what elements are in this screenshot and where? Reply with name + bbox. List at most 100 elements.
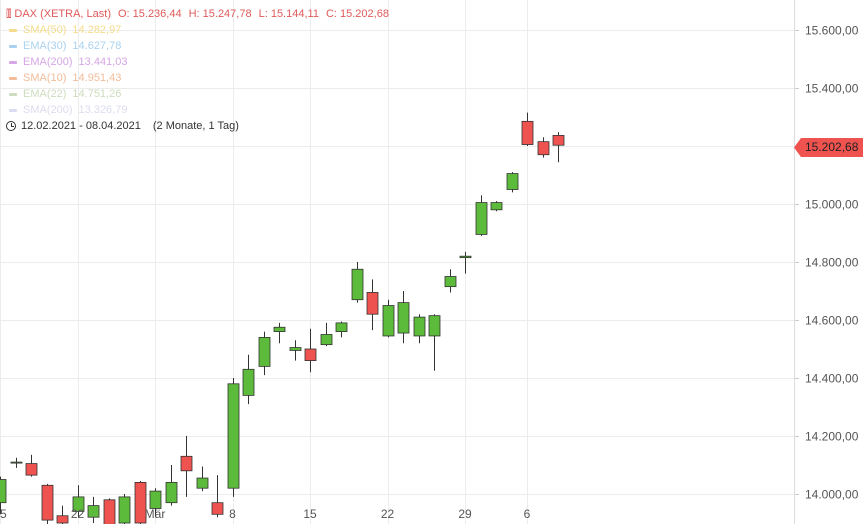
y-axis: 14.000,00 14.200,00 14.400,00 14.600,00 14.8… [794, 0, 859, 524]
candle-body-up [258, 336, 271, 367]
x-tick-label: 15 [303, 507, 317, 521]
x-tick-label: 22 [71, 507, 85, 521]
indicator-value: 14.751,26 [72, 88, 122, 100]
indicator-swatch [9, 92, 17, 96]
candle-body-up [165, 481, 178, 504]
candle-body-up [0, 479, 7, 504]
low-value: L: 15.144,11 [258, 8, 319, 20]
candle [413, 314, 426, 344]
candle [490, 201, 503, 212]
candle-body-up [273, 326, 286, 332]
date-range-dates: 12.02.2021 - 08.04.2021 [21, 120, 141, 132]
indicator-name: SMA(10) [23, 72, 67, 84]
indicator-value: 13.441,03 [78, 56, 128, 68]
candle [335, 321, 348, 338]
candle-body-up [351, 268, 364, 301]
candle [382, 299, 395, 338]
candle-body-up [335, 322, 348, 332]
candle [428, 314, 441, 371]
candle-body-down [521, 120, 534, 145]
x-tick-label: 15 [0, 507, 7, 521]
indicator-name: SMA(50) [23, 24, 67, 36]
indicator-row: EMA(22) 14.751,26 [6, 86, 396, 102]
high-value: H: 15.247,78 [188, 8, 252, 20]
grid-lines [0, 0, 794, 524]
x-axis: 15 22 Mär 8 15 22 29 6 [0, 507, 531, 521]
y-tick-label: 15.000,00 [805, 198, 859, 212]
candle-body-up [118, 496, 131, 524]
x-tick-label: 22 [381, 507, 395, 521]
candle [273, 322, 286, 344]
candle [103, 498, 116, 524]
candle [227, 378, 240, 497]
candle [25, 454, 38, 477]
indicator-row: SMA(50) 14.282,97 [6, 22, 396, 38]
y-tick-label: 15.600,00 [805, 24, 859, 38]
date-range: 12.02.2021 - 08.04.2021 (2 Monate, 1 Tag) [6, 118, 396, 134]
candle [320, 322, 333, 347]
candle-body-down [56, 515, 69, 524]
candle-body-up [196, 477, 209, 489]
indicator-value: 14.282,97 [72, 24, 122, 36]
x-tick-label: 29 [458, 507, 472, 521]
date-range-period: (2 Monate, 1 Tag) [152, 120, 239, 132]
indicator-swatch [9, 44, 17, 48]
indicator-value: 14.951,43 [72, 72, 122, 84]
candle [537, 137, 550, 158]
candle [134, 480, 147, 524]
x-tick-label: 6 [524, 507, 531, 521]
y-tick-label: 14.400,00 [805, 372, 859, 386]
candle-body-up [87, 505, 100, 518]
candle [196, 466, 209, 492]
candle [41, 483, 54, 524]
candle-body-down [134, 481, 147, 524]
indicator-value: 13.326,79 [78, 104, 128, 116]
candle-body-up [428, 315, 441, 337]
last-price-tag: 15.202,68 [794, 138, 864, 157]
indicator-value: 14.627,78 [72, 40, 122, 52]
candle [165, 465, 178, 506]
candle-body-up [397, 302, 410, 334]
candle-body-up [242, 368, 255, 396]
y-tick-label: 15.400,00 [805, 82, 859, 96]
indicator-swatch [9, 60, 17, 64]
candle [0, 476, 7, 515]
candle [351, 262, 364, 303]
indicator-list: SMA(50) 14.282,97 EMA(30) 14.627,78 EMA(200)… [6, 22, 396, 118]
open-value: O: 15.236,44 [117, 8, 182, 20]
legend: ⫿⫿ DAX (XETRA, Last) O: 15.236,44 H: 15.247… [6, 6, 396, 134]
candle [552, 132, 565, 163]
indicator-row: EMA(30) 14.627,78 [6, 38, 396, 54]
candle-body-up [320, 334, 333, 346]
indicator-swatch [9, 108, 17, 112]
candle [459, 251, 472, 274]
candle [289, 340, 302, 361]
indicator-row: SMA(10) 14.951,43 [6, 70, 396, 86]
ohlc-header: ⫿⫿ DAX (XETRA, Last) O: 15.236,44 H: 15.247… [6, 6, 396, 22]
candle-body-down [180, 455, 193, 472]
indicator-name: EMA(22) [23, 88, 67, 100]
candle-body-up [475, 202, 488, 235]
candle-body-down [552, 135, 565, 146]
candle-body-down [366, 292, 379, 315]
indicator-name: SMA(200) [23, 104, 73, 116]
candle [397, 291, 410, 344]
candle-body-up [72, 496, 85, 512]
candle-body-up [149, 490, 162, 509]
candle-body-up [382, 305, 395, 337]
candle-body-up [227, 383, 240, 489]
instrument-title: DAX (XETRA, Last) [14, 8, 111, 20]
indicator-row: EMA(200) 13.441,03 [6, 54, 396, 70]
candles [0, 112, 565, 524]
candle [444, 269, 457, 293]
candle [258, 331, 271, 376]
y-tick-label: 14.800,00 [805, 256, 859, 270]
candle [242, 354, 255, 405]
candle [56, 505, 69, 524]
candle [118, 494, 131, 524]
candle [475, 195, 488, 236]
candle-body-down [211, 502, 224, 515]
candle-body-up [490, 202, 503, 211]
candle [180, 436, 193, 497]
